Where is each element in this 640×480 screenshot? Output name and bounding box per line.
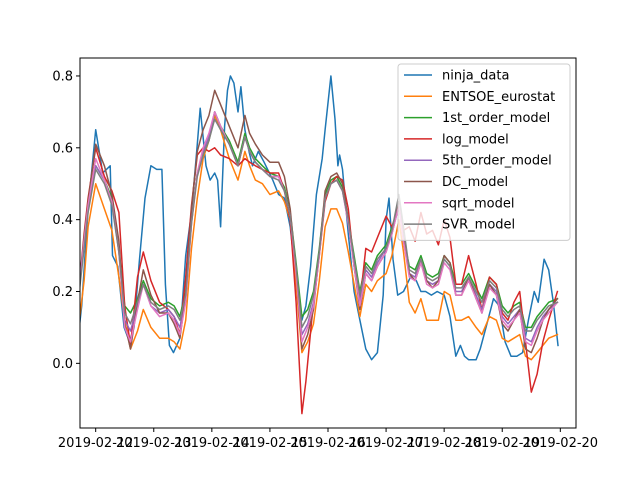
- x-tick-label: 2019-02-20: [523, 436, 599, 451]
- x-tick-label: 2019-02-13: [116, 436, 192, 451]
- y-tick-label: 0.4: [52, 213, 73, 228]
- x-tick-label: 2019-02-14: [174, 436, 250, 451]
- legend-label: 1st_order_model: [442, 111, 550, 126]
- x-tick-label: 2019-02-16: [290, 436, 366, 451]
- legend-label: 5th_order_model: [442, 154, 552, 169]
- x-tick-label: 2019-02-18: [406, 436, 482, 451]
- series-line-ninja-data: [80, 75, 559, 361]
- y-tick-label: 0.8: [52, 69, 73, 84]
- series-line-svr-model: [80, 118, 559, 332]
- x-tick-label: 2019-02-12: [58, 436, 134, 451]
- x-tick-label: 2019-02-19: [464, 436, 540, 451]
- x-tick-label: 2019-02-17: [348, 436, 424, 451]
- series-line-entsoe-eurostat: [80, 114, 559, 361]
- y-tick-label: 0.0: [52, 357, 73, 372]
- x-tick-label: 2019-02-15: [232, 436, 308, 451]
- legend-box: [397, 63, 571, 241]
- y-tick-label: 0.6: [52, 141, 73, 156]
- legend-label: ninja_data: [442, 69, 509, 84]
- y-axis: 0.0 0.2 0.4 0.6 0.8: [52, 69, 80, 372]
- x-axis: 2019-02-122019-02-132019-02-142019-02-15…: [58, 428, 598, 451]
- legend-label: log_model: [442, 132, 509, 147]
- series-layer: [80, 75, 559, 415]
- legend-label: DC_model: [442, 175, 508, 190]
- legend-label: SVR_model: [442, 218, 515, 233]
- legend-label: sqrt_model: [442, 196, 514, 211]
- legend: ninja_data ENTSOE_eurostat 1st_order_model…: [397, 63, 571, 241]
- legend-label: ENTSOE_eurostat: [442, 90, 555, 105]
- y-tick-label: 0.2: [52, 285, 73, 300]
